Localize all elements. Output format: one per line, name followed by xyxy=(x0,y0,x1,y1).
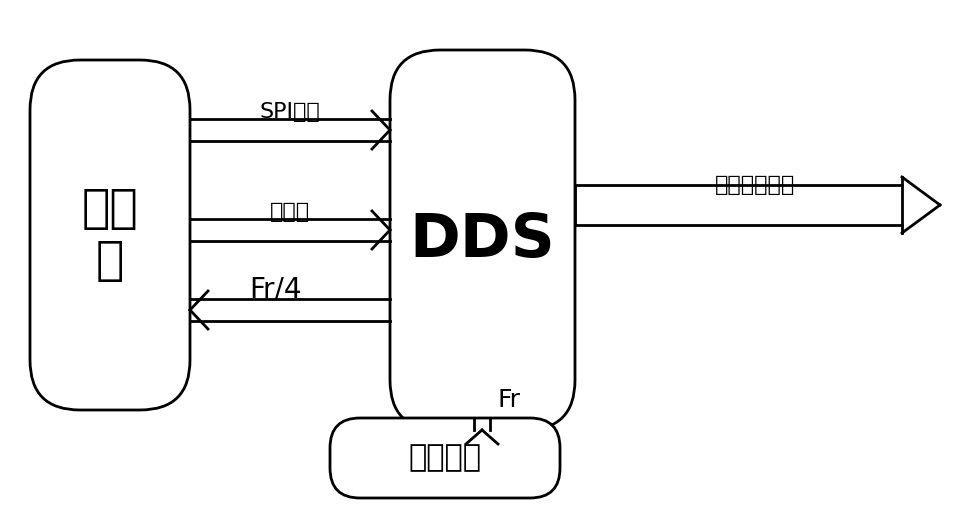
FancyBboxPatch shape xyxy=(329,418,560,498)
FancyBboxPatch shape xyxy=(390,50,574,430)
Text: 离散量: 离散量 xyxy=(270,202,310,222)
Text: 多频调制信号: 多频调制信号 xyxy=(714,175,794,195)
Text: 参考频率: 参考频率 xyxy=(408,444,481,473)
Text: SPI总线: SPI总线 xyxy=(259,102,320,122)
Text: 控制
器: 控制 器 xyxy=(81,186,138,284)
Text: Fr/4: Fr/4 xyxy=(248,276,301,304)
Text: DDS: DDS xyxy=(409,211,555,269)
FancyBboxPatch shape xyxy=(30,60,190,410)
Text: Fr: Fr xyxy=(497,388,521,412)
